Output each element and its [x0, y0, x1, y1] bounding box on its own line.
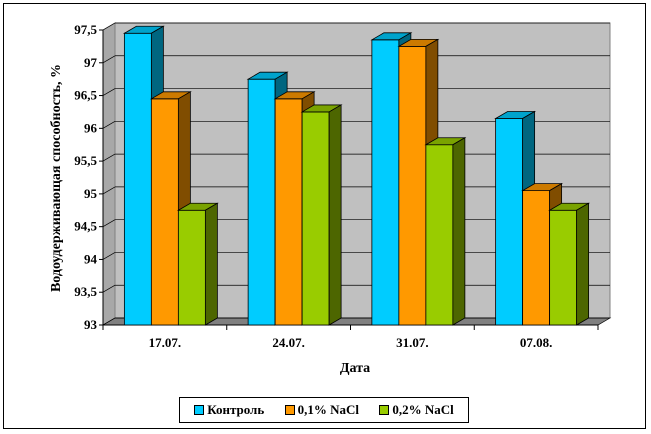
bar-side: [204, 202, 218, 326]
gridline-side: [102, 186, 116, 195]
y-tick-label: 93,5: [74, 284, 97, 299]
bar-front: [177, 209, 206, 326]
gridline-side: [102, 219, 116, 227]
bar-front: [123, 32, 152, 326]
y-tick-label: 94: [84, 251, 98, 266]
gridline-side: [102, 284, 116, 293]
x-axis-title: Дата: [340, 361, 370, 376]
legend-item-nacl-02: 0,2% NaCl: [379, 402, 454, 418]
bar: [548, 202, 591, 326]
gridline-side: [102, 55, 116, 64]
y-tick-label: 97: [84, 55, 98, 70]
x-tick-label: 24.07.: [272, 335, 305, 350]
y-tick-label: 96,5: [74, 88, 97, 103]
x-tick-label: 17.07.: [149, 335, 182, 350]
bar: [424, 137, 467, 326]
legend: Контроль 0,1% NaCl 0,2% NaCl: [179, 397, 469, 423]
bar-front: [301, 111, 330, 326]
y-tick-label: 96: [84, 120, 98, 135]
gridline-side: [102, 317, 116, 326]
bars: [122, 25, 591, 326]
legend-swatch-nacl-02: [379, 405, 390, 415]
gridline-side: [102, 22, 116, 31]
y-tick-label: 95,5: [74, 153, 97, 168]
legend-swatch-control: [194, 405, 205, 415]
y-tick-label: 95: [84, 186, 98, 201]
bar: [300, 104, 343, 326]
legend-item-nacl-01: 0,1% NaCl: [284, 402, 360, 418]
legend-item-control: Контроль: [194, 402, 264, 418]
y-tick-label: 97,5: [74, 22, 97, 37]
legend-label-nacl-01: 0,1% NaCl: [297, 402, 360, 417]
y-axis-ticks: 93 93,5 94 94,5 95 95,5 96 96,5 97 97,5: [74, 22, 103, 332]
bar: [176, 202, 219, 326]
bar-side: [452, 137, 466, 326]
y-tick-label: 93: [84, 317, 98, 332]
bar-front: [425, 144, 454, 326]
legend-swatch-nacl-01: [284, 405, 295, 415]
y-tick-label: 94,5: [74, 219, 97, 234]
bar-front: [495, 118, 524, 326]
gridline-side: [102, 252, 116, 260]
legend-label-control: Контроль: [207, 402, 265, 417]
bar-front: [522, 190, 551, 326]
bar-front: [398, 45, 427, 326]
gridline-side: [102, 121, 116, 129]
y-axis-title: Водоудерживающая способность, %: [49, 64, 64, 292]
legend-label-nacl-02: 0,2% NaCl: [392, 402, 454, 417]
bar-front: [274, 98, 303, 326]
x-tick-label: 31.07.: [396, 335, 429, 350]
plot-side-wall: [102, 22, 116, 326]
bar-front: [247, 78, 276, 326]
bar-front: [150, 98, 179, 326]
x-axis-ticks: 17.07. 24.07. 31.07. 07.08.: [102, 325, 599, 350]
x-tick-label: 07.08.: [520, 335, 553, 350]
gridline-side: [102, 88, 116, 96]
bar-side: [328, 104, 342, 326]
bar-side: [576, 202, 590, 326]
bar-front: [371, 39, 400, 326]
gridline-side: [102, 153, 116, 162]
bar-front: [549, 209, 578, 326]
